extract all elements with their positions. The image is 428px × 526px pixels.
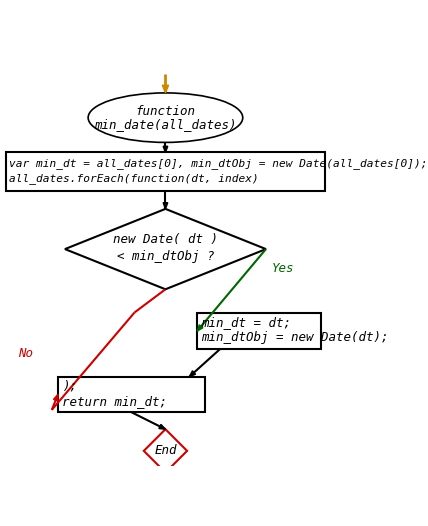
Text: new Date( dt ): new Date( dt ): [113, 234, 218, 246]
Polygon shape: [54, 394, 58, 401]
Polygon shape: [163, 203, 168, 209]
Text: return min_dt;: return min_dt;: [62, 395, 167, 408]
Text: min_dt = dt;: min_dt = dt;: [201, 316, 291, 329]
Polygon shape: [159, 424, 166, 429]
Text: No: No: [18, 347, 33, 360]
Polygon shape: [162, 85, 169, 93]
Polygon shape: [163, 146, 168, 153]
Text: Yes: Yes: [272, 262, 294, 275]
Text: min_date(all_dates): min_date(all_dates): [94, 118, 237, 131]
Text: < min_dtObj ?: < min_dtObj ?: [117, 250, 214, 264]
Text: min_dtObj = new Date(dt);: min_dtObj = new Date(dt);: [201, 331, 389, 345]
Text: End: End: [154, 444, 177, 458]
Text: function: function: [135, 105, 196, 118]
Text: all_dates.forEach(function(dt, index): all_dates.forEach(function(dt, index): [9, 173, 259, 184]
Text: var min_dt = all_dates[0], min_dtObj = new Date(all_dates[0]);: var min_dt = all_dates[0], min_dtObj = n…: [9, 158, 428, 169]
Polygon shape: [190, 371, 196, 377]
Polygon shape: [197, 325, 203, 331]
Text: );: );: [62, 379, 77, 392]
